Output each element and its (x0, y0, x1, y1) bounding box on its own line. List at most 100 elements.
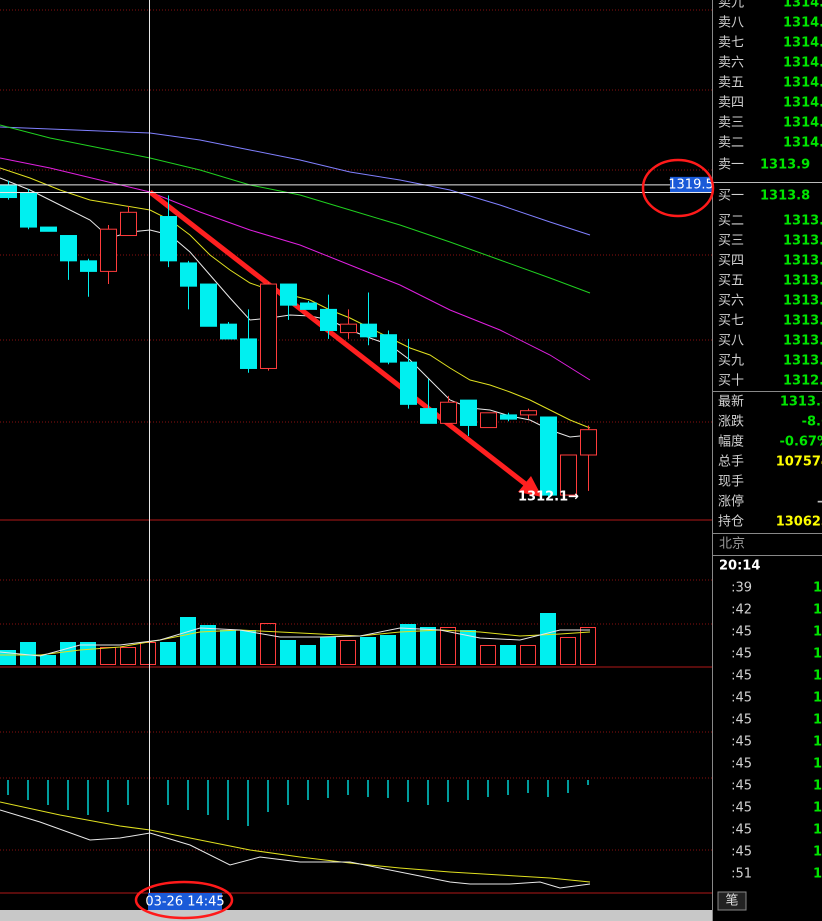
candle-body (100, 228, 117, 272)
highlight-circle (134, 880, 234, 920)
order-label: 卖一 (718, 158, 744, 173)
order-label: 卖六 (718, 56, 744, 71)
crosshair-price: 1319.5 (668, 177, 714, 192)
volume-bar (40, 655, 56, 665)
crosshair-time-box (148, 893, 222, 910)
candle-body (480, 412, 497, 429)
candle-body (120, 211, 137, 237)
order-label: 卖七 (718, 36, 744, 51)
tab[interactable] (717, 891, 747, 911)
candle-body (500, 414, 517, 420)
candle-body (380, 334, 397, 363)
tick-time: :45 (731, 669, 752, 684)
tick-time: :51 (731, 867, 752, 882)
candle-body (60, 235, 77, 262)
scrollbar[interactable] (0, 910, 712, 921)
tick-value: 1 (813, 779, 822, 794)
volume-ma (0, 629, 591, 656)
order-price: 1313.3 (783, 294, 822, 309)
stat-value: -0.67% (780, 435, 822, 450)
highlight-circle (641, 158, 715, 218)
candle-body (420, 408, 437, 424)
tick-value: 1 (813, 581, 822, 596)
order-label: 买九 (718, 354, 744, 369)
tick-time: :45 (731, 801, 752, 816)
tick-time: :45 (731, 691, 752, 706)
tick-value: 1 (813, 823, 822, 838)
volume-bar (120, 647, 136, 665)
order-price: 1314.2 (783, 96, 822, 111)
volume-bar (200, 625, 216, 665)
stat-label: 最新 (718, 394, 744, 410)
volume-bars (0, 613, 596, 665)
tick-time: :45 (731, 625, 752, 640)
crosshair-price-box (670, 176, 712, 193)
volume-bar (80, 642, 96, 665)
candle-body (160, 216, 177, 262)
order-price: 1314.0 (783, 136, 822, 151)
volume-bar (0, 650, 16, 665)
volume-bar (580, 627, 596, 665)
order-price: 1314.4 (783, 56, 822, 71)
stat-value: 130623 (776, 515, 822, 530)
candle-body (300, 302, 317, 310)
tick-time: :45 (731, 735, 752, 750)
indicator-bars (7, 780, 589, 826)
order-label: 买三 (718, 234, 744, 249)
moving-averages (0, 124, 591, 438)
order-label: 买四 (718, 254, 744, 269)
volume-bar (20, 642, 36, 665)
order-price: 1313.4 (783, 274, 822, 289)
tick-value: 1 (813, 867, 822, 882)
ma-line (0, 126, 591, 236)
stat-value: 107574 (776, 455, 822, 470)
order-price: 1313.0 (783, 354, 822, 369)
order-price: 1314.5 (783, 36, 822, 51)
volume-bar (500, 645, 516, 665)
volume-bar (420, 627, 436, 665)
tick-time: :39 (731, 581, 752, 596)
tick-time: :45 (731, 779, 752, 794)
order-label: 买五 (718, 274, 744, 289)
ma-line (0, 157, 591, 381)
candle-body (320, 308, 337, 331)
order-label: 卖二 (718, 136, 744, 151)
candle-body (80, 260, 97, 272)
crosshair-time: 03-26 14:45 (145, 895, 224, 910)
candle-body (540, 416, 557, 496)
tab-label[interactable]: 笔 (725, 893, 738, 909)
order-price: 1313.2 (783, 314, 822, 329)
volume-ma (0, 627, 590, 657)
tick-time: :45 (731, 757, 752, 772)
tick-time: :42 (731, 603, 752, 618)
order-label: 卖八 (718, 16, 744, 31)
tick-value: 1 (813, 801, 822, 816)
candle-body (580, 429, 597, 456)
tick-value: 1 (813, 603, 822, 618)
volume-bar (280, 640, 296, 665)
volume-bar (260, 623, 276, 665)
candle-body (0, 184, 17, 199)
trend-arrow (148, 190, 542, 497)
order-price: 1313.6 (783, 234, 822, 249)
panel-separators (0, 519, 712, 894)
volume-bar (180, 617, 196, 665)
candles (0, 180, 597, 498)
volume-bar (220, 630, 236, 665)
order-label: 买八 (718, 334, 744, 349)
stat-value: — (817, 495, 822, 510)
tick-time: :45 (731, 713, 752, 728)
order-label: 买六 (718, 294, 744, 309)
order-label: 买一 (718, 189, 744, 204)
volume-bar (340, 640, 356, 665)
volume-bar (440, 627, 456, 665)
order-price: 1314.3 (783, 76, 822, 91)
volume-bar (400, 624, 416, 665)
candle-body (340, 323, 357, 334)
order-price: 1314.7 (783, 0, 822, 11)
indicator-line (0, 809, 591, 889)
volume-bar (240, 630, 256, 665)
candle-body (360, 323, 377, 338)
tick-value: 1 (813, 625, 822, 640)
